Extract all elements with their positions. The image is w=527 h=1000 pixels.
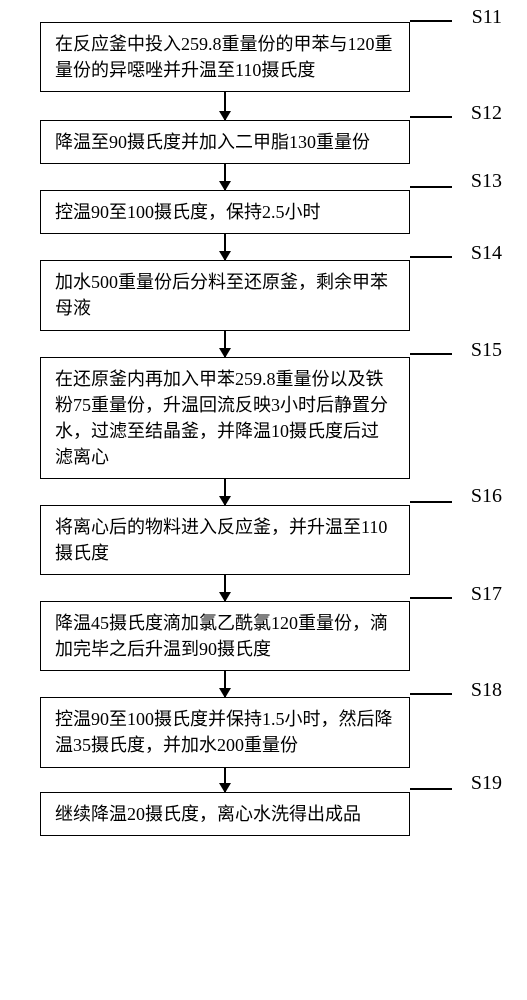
- arrow-down-icon: [224, 331, 226, 357]
- step-label: S15: [471, 339, 502, 362]
- label-tick: [410, 353, 452, 355]
- step-label: S16: [471, 485, 502, 508]
- step-box: 控温90至100摄氏度并保持1.5小时，然后降温35摄氏度，并加水200重量份: [40, 697, 410, 767]
- flow-step: S18控温90至100摄氏度并保持1.5小时，然后降温35摄氏度，并加水200重…: [40, 697, 410, 767]
- flowchart-container: S11在反应釜中投入259.8重量份的甲苯与120重量份的异噁唑并升温至110摄…: [40, 22, 410, 836]
- arrow-down-icon: [224, 671, 226, 697]
- arrow-wrap: [40, 234, 410, 260]
- step-box: 将离心后的物料进入反应釜，并升温至110摄氏度: [40, 505, 410, 575]
- arrow-wrap: [40, 92, 410, 120]
- step-box: 在还原釜内再加入甲苯259.8重量份以及铁粉75重量份，升温回流反映3小时后静置…: [40, 357, 410, 479]
- step-box: 降温至90摄氏度并加入二甲脂130重量份: [40, 120, 410, 164]
- step-box: 加水500重量份后分料至还原釜，剩余甲苯母液: [40, 260, 410, 330]
- arrow-down-icon: [224, 575, 226, 601]
- step-box: 降温45摄氏度滴加氯乙酰氯120重量份，滴加完毕之后升温到90摄氏度: [40, 601, 410, 671]
- label-tick: [410, 256, 452, 258]
- flow-step: S17降温45摄氏度滴加氯乙酰氯120重量份，滴加完毕之后升温到90摄氏度: [40, 601, 410, 671]
- step-box: 继续降温20摄氏度，离心水洗得出成品: [40, 792, 410, 836]
- step-label: S19: [471, 772, 502, 795]
- arrow-down-icon: [224, 768, 226, 792]
- arrow-wrap: [40, 164, 410, 190]
- arrow-wrap: [40, 479, 410, 505]
- step-box: 在反应釜中投入259.8重量份的甲苯与120重量份的异噁唑并升温至110摄氏度: [40, 22, 410, 92]
- arrow-down-icon: [224, 234, 226, 260]
- flow-step: S12降温至90摄氏度并加入二甲脂130重量份: [40, 120, 410, 164]
- step-label: S14: [471, 242, 502, 265]
- arrow-wrap: [40, 575, 410, 601]
- flow-step: S19继续降温20摄氏度，离心水洗得出成品: [40, 792, 410, 836]
- label-tick: [410, 693, 452, 695]
- flow-step: S13控温90至100摄氏度，保持2.5小时: [40, 190, 410, 234]
- step-label: S18: [471, 679, 502, 702]
- arrow-down-icon: [224, 164, 226, 190]
- arrow-wrap: [40, 671, 410, 697]
- label-tick: [410, 597, 452, 599]
- step-label: S12: [471, 102, 502, 125]
- arrow-wrap: [40, 768, 410, 792]
- label-tick: [410, 116, 452, 118]
- label-tick: [410, 186, 452, 188]
- flow-step: S16将离心后的物料进入反应釜，并升温至110摄氏度: [40, 505, 410, 575]
- step-label: S17: [471, 583, 502, 606]
- flow-step: S14加水500重量份后分料至还原釜，剩余甲苯母液: [40, 260, 410, 330]
- step-label: S13: [471, 170, 502, 193]
- flow-step: S11在反应釜中投入259.8重量份的甲苯与120重量份的异噁唑并升温至110摄…: [40, 22, 410, 92]
- label-tick: [410, 788, 452, 790]
- arrow-down-icon: [224, 479, 226, 505]
- label-tick: [410, 501, 452, 503]
- arrow-down-icon: [224, 92, 226, 120]
- flow-step: S15在还原釜内再加入甲苯259.8重量份以及铁粉75重量份，升温回流反映3小时…: [40, 357, 410, 479]
- label-tick: [410, 20, 452, 22]
- step-box: 控温90至100摄氏度，保持2.5小时: [40, 190, 410, 234]
- arrow-wrap: [40, 331, 410, 357]
- step-label: S11: [472, 6, 502, 29]
